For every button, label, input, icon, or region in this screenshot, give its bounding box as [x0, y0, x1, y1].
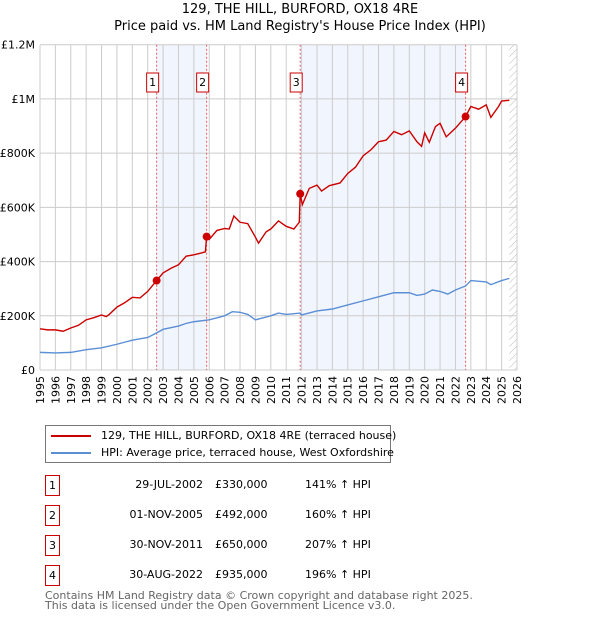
y-tick-label: £400K	[0, 256, 36, 269]
legend-swatch-blue	[51, 452, 91, 454]
sale-hpi-change: 196% ↑ HPI	[305, 568, 371, 581]
series-line	[39, 99, 510, 332]
x-tick-label: 2012	[296, 376, 309, 404]
sale-price: £935,000	[215, 568, 268, 581]
sale-marker-badge: 3	[45, 535, 60, 556]
series-line	[39, 277, 510, 354]
sale-row: 2 01-NOV-2005 £492,000 160% ↑ HPI	[45, 505, 465, 526]
sale-marker-label: 4	[458, 76, 465, 89]
x-tick-label: 1998	[80, 376, 93, 404]
sale-row: 1 29-JUL-2002 £330,000 141% ↑ HPI	[45, 475, 465, 496]
x-tick-label: 2021	[434, 376, 447, 404]
sale-marker-box	[455, 72, 469, 93]
chart-svg: 1995 1996 1997 1998 1999 2000 2001 2002 2003 2004…	[0, 39, 524, 404]
sale-marker-badge: 4	[45, 565, 60, 586]
x-tick-label: 2010	[265, 376, 278, 404]
legend-label: HPI: Average price, terraced house, West…	[101, 446, 394, 459]
legend-swatch-red	[51, 435, 91, 437]
x-tick-label: 2018	[388, 376, 401, 404]
x-tick-label: 2004	[172, 376, 185, 404]
sale-point	[461, 112, 470, 121]
sale-point	[202, 232, 211, 241]
legend: 129, THE HILL, BURFORD, OX18 4RE (terrac…	[45, 425, 396, 463]
x-tick-label: 1999	[96, 376, 109, 404]
x-tick-label: 2016	[357, 376, 370, 404]
x-tick-label: 2000	[111, 376, 124, 404]
x-tick-label: 2019	[403, 376, 416, 404]
sale-marker-box	[289, 72, 303, 93]
x-tick-label: 2023	[465, 376, 478, 404]
chart-title: 129, THE HILL, BURFORD, OX18 4RE	[181, 2, 419, 17]
y-tick-label: £600K	[0, 201, 36, 214]
y-tick-label: £1.2M	[1, 39, 35, 52]
sale-hpi-change: 207% ↑ HPI	[305, 538, 371, 551]
y-tick-label: £1M	[12, 93, 36, 106]
x-tick-label: 2007	[219, 376, 232, 404]
legend-label: 129, THE HILL, BURFORD, OX18 4RE (terrac…	[101, 429, 397, 442]
x-tick-label: 2009	[249, 376, 262, 404]
sale-price: £330,000	[215, 478, 268, 491]
sale-marker-label: 3	[293, 76, 300, 89]
sale-date: 01-NOV-2005	[129, 508, 203, 521]
sale-point	[296, 189, 305, 198]
footer-licence: This data is licensed under the Open Gov…	[45, 599, 396, 612]
y-tick-label: £800K	[0, 147, 36, 160]
footer-copyright: Contains HM Land Registry data © Crown c…	[45, 589, 473, 602]
x-tick-label: 2025	[496, 376, 509, 404]
x-tick-label: 2003	[157, 376, 170, 404]
sale-marker-box	[196, 72, 210, 93]
y-tick-label: £200K	[0, 310, 36, 323]
sale-price: £492,000	[215, 508, 268, 521]
x-tick-label: 2020	[419, 376, 432, 404]
sale-marker-badge: 1	[45, 475, 60, 496]
sale-hpi-change: 160% ↑ HPI	[305, 508, 371, 521]
sale-marker-box	[146, 72, 160, 93]
x-tick-label: 2005	[188, 376, 201, 404]
x-tick-label: 2024	[480, 376, 493, 404]
sale-marker-badge: 2	[45, 505, 60, 526]
x-tick-label: 2001	[126, 376, 139, 404]
x-tick-label: 2013	[311, 376, 324, 404]
x-tick-label: 2022	[449, 376, 462, 404]
sale-date: 30-AUG-2022	[129, 568, 203, 581]
sale-price: £650,000	[215, 538, 268, 551]
x-tick-label: 2026	[511, 376, 524, 404]
x-tick-label: 2002	[142, 376, 155, 404]
sale-marker-label: 2	[199, 76, 206, 89]
sale-row: 3 30-NOV-2011 £650,000 207% ↑ HPI	[45, 535, 465, 556]
sale-date: 30-NOV-2011	[129, 538, 203, 551]
x-tick-label: 2008	[234, 376, 247, 404]
x-tick-label: 2014	[326, 376, 339, 404]
sale-row: 4 30-AUG-2022 £935,000 196% ↑ HPI	[45, 565, 465, 586]
x-tick-label: 2015	[342, 376, 355, 404]
x-tick-label: 2006	[203, 376, 216, 404]
x-tick-label: 2017	[373, 376, 386, 404]
chart-subtitle: Price paid vs. HM Land Registry's House …	[114, 19, 486, 34]
y-tick-label: £0	[21, 364, 35, 377]
x-tick-label: 1996	[49, 376, 62, 404]
sale-point	[152, 276, 161, 285]
sale-marker-label: 1	[149, 76, 156, 89]
x-tick-label: 1995	[34, 376, 47, 404]
x-tick-label: 2011	[280, 376, 293, 404]
sale-hpi-change: 141% ↑ HPI	[305, 478, 371, 491]
sale-date: 29-JUL-2002	[135, 478, 203, 491]
x-tick-label: 1997	[65, 376, 78, 404]
